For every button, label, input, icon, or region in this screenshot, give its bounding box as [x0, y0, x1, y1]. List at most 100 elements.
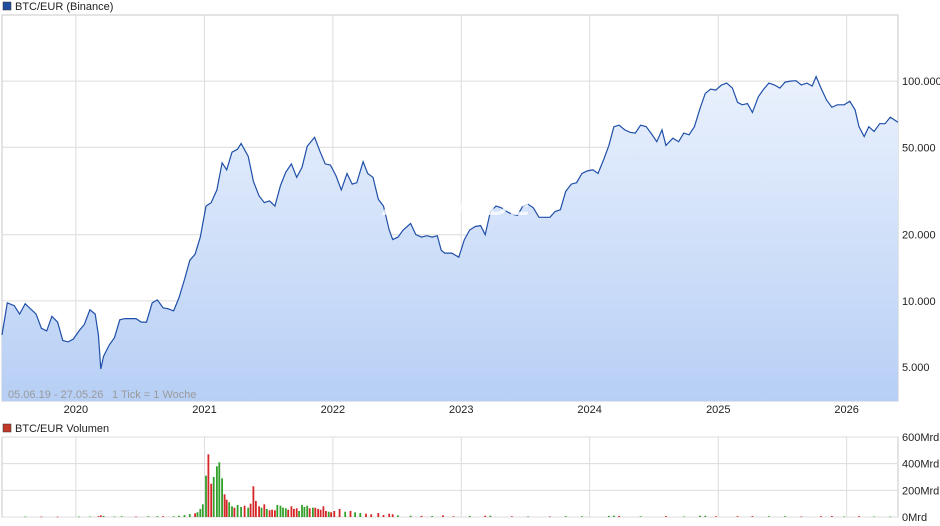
- volume-bar: [249, 503, 252, 517]
- volume-bar: [205, 475, 207, 517]
- volume-bar: [252, 486, 255, 517]
- volume-bar: [188, 514, 191, 517]
- volume-bar: [306, 505, 309, 517]
- volume-bar: [549, 516, 551, 518]
- volume-bar: [768, 516, 770, 517]
- volume-bar: [736, 516, 739, 517]
- volume-bar: [317, 509, 319, 517]
- volume-bar: [162, 516, 164, 517]
- volume-bar: [714, 516, 717, 517]
- volume-bar: [831, 516, 833, 517]
- price-y-tick-label: 100.000: [902, 76, 940, 88]
- volume-bar: [800, 516, 803, 518]
- volume-bar: [308, 508, 311, 517]
- volume-bar: [564, 516, 567, 517]
- volume-bar: [240, 507, 242, 517]
- volume-bar: [265, 509, 268, 517]
- volume-y-tick-label: 400Mrd: [902, 459, 939, 471]
- volume-legend-swatch: [2, 423, 12, 433]
- price-x-tick-label: 2023: [449, 404, 473, 416]
- range-note: 05.06.19 - 27.05.26: [8, 389, 103, 401]
- volume-bar: [243, 505, 246, 517]
- volume-bar: [682, 516, 685, 518]
- volume-bar: [420, 515, 423, 517]
- volume-bar: [284, 508, 287, 517]
- volume-bar: [319, 509, 322, 517]
- volume-bar: [113, 516, 116, 518]
- volume-bar: [120, 516, 123, 517]
- volume-bar: [135, 516, 137, 518]
- volume-bar: [409, 515, 412, 517]
- volume-bar: [330, 512, 332, 517]
- volume-bar: [218, 462, 221, 517]
- volume-bars: [24, 454, 892, 518]
- volume-bar: [391, 514, 394, 517]
- volume-plot-background: [1, 436, 899, 518]
- price-line: [1, 74, 899, 370]
- price-legend: BTC/EUR (Binance): [2, 1, 113, 13]
- volume-bar: [639, 516, 642, 517]
- volume-grid: [2, 436, 898, 518]
- volume-bar: [102, 515, 105, 517]
- volume-bar: [301, 505, 303, 517]
- volume-bar: [207, 454, 210, 517]
- volume-bar: [287, 509, 290, 517]
- volume-bar: [322, 506, 325, 517]
- volume-bar: [581, 516, 583, 517]
- price-x-tick-label: 2024: [577, 404, 601, 416]
- volume-legend-label: BTC/EUR Volumen: [15, 423, 109, 435]
- volume-bar: [223, 494, 226, 517]
- volume-bar: [255, 501, 257, 517]
- volume-bar: [359, 513, 362, 517]
- volume-bar: [314, 507, 317, 517]
- volume-bar: [290, 506, 293, 517]
- volume-bar: [225, 499, 228, 517]
- volume-bar: [820, 516, 822, 517]
- volume-bar: [843, 516, 846, 518]
- volume-bar: [247, 507, 250, 517]
- volume-bar: [344, 511, 347, 517]
- price-y-tick-labels: 5.000 10.000 20.000 50.000 100.000: [902, 76, 940, 374]
- volume-bar: [282, 507, 284, 517]
- volume-bar: [279, 505, 282, 517]
- volume-bar: [293, 509, 295, 517]
- volume-bar: [40, 516, 43, 518]
- price-y-tick-label: 50.000: [902, 142, 936, 154]
- volume-bar: [751, 516, 754, 517]
- price-legend-label: BTC/EUR (Binance): [15, 1, 113, 13]
- volume-bar: [370, 514, 373, 517]
- volume-bar: [274, 510, 276, 517]
- volume-bar: [201, 504, 204, 517]
- volume-bar: [212, 477, 215, 517]
- volume-bar: [233, 507, 236, 517]
- volume-bar: [97, 516, 100, 517]
- volume-bar: [178, 515, 180, 517]
- volume-bar: [78, 516, 80, 518]
- volume-bar: [312, 507, 314, 517]
- volume-bar: [228, 502, 231, 517]
- price-area: [2, 76, 898, 401]
- price-x-tick-label: 2022: [321, 404, 345, 416]
- volume-bar: [377, 513, 380, 517]
- volume-y-tick-label: 200Mrd: [902, 485, 939, 497]
- volume-bar: [349, 511, 352, 517]
- volume-y-tick-label: 0Mrd: [902, 512, 927, 524]
- volume-bar: [199, 509, 202, 517]
- price-x-tick-labels: 2020 2021 2022 2023 2024 2025 2026: [64, 404, 859, 416]
- volume-bar: [327, 511, 330, 517]
- volume-bar: [442, 515, 444, 517]
- volume-bar: [194, 513, 196, 517]
- volume-bar: [889, 516, 892, 518]
- volume-bar: [56, 516, 59, 518]
- volume-bar: [216, 466, 218, 517]
- volume-bar: [511, 516, 513, 517]
- volume-bar: [354, 512, 356, 517]
- volume-bar: [221, 478, 223, 517]
- volume-bar: [258, 506, 260, 517]
- watermark: ARIVA.DE: [381, 189, 531, 222]
- volume-bar: [431, 516, 433, 517]
- volume-bar: [613, 515, 615, 517]
- volume-bar: [99, 515, 102, 517]
- volume-bar: [303, 507, 306, 517]
- volume-bar: [268, 510, 271, 517]
